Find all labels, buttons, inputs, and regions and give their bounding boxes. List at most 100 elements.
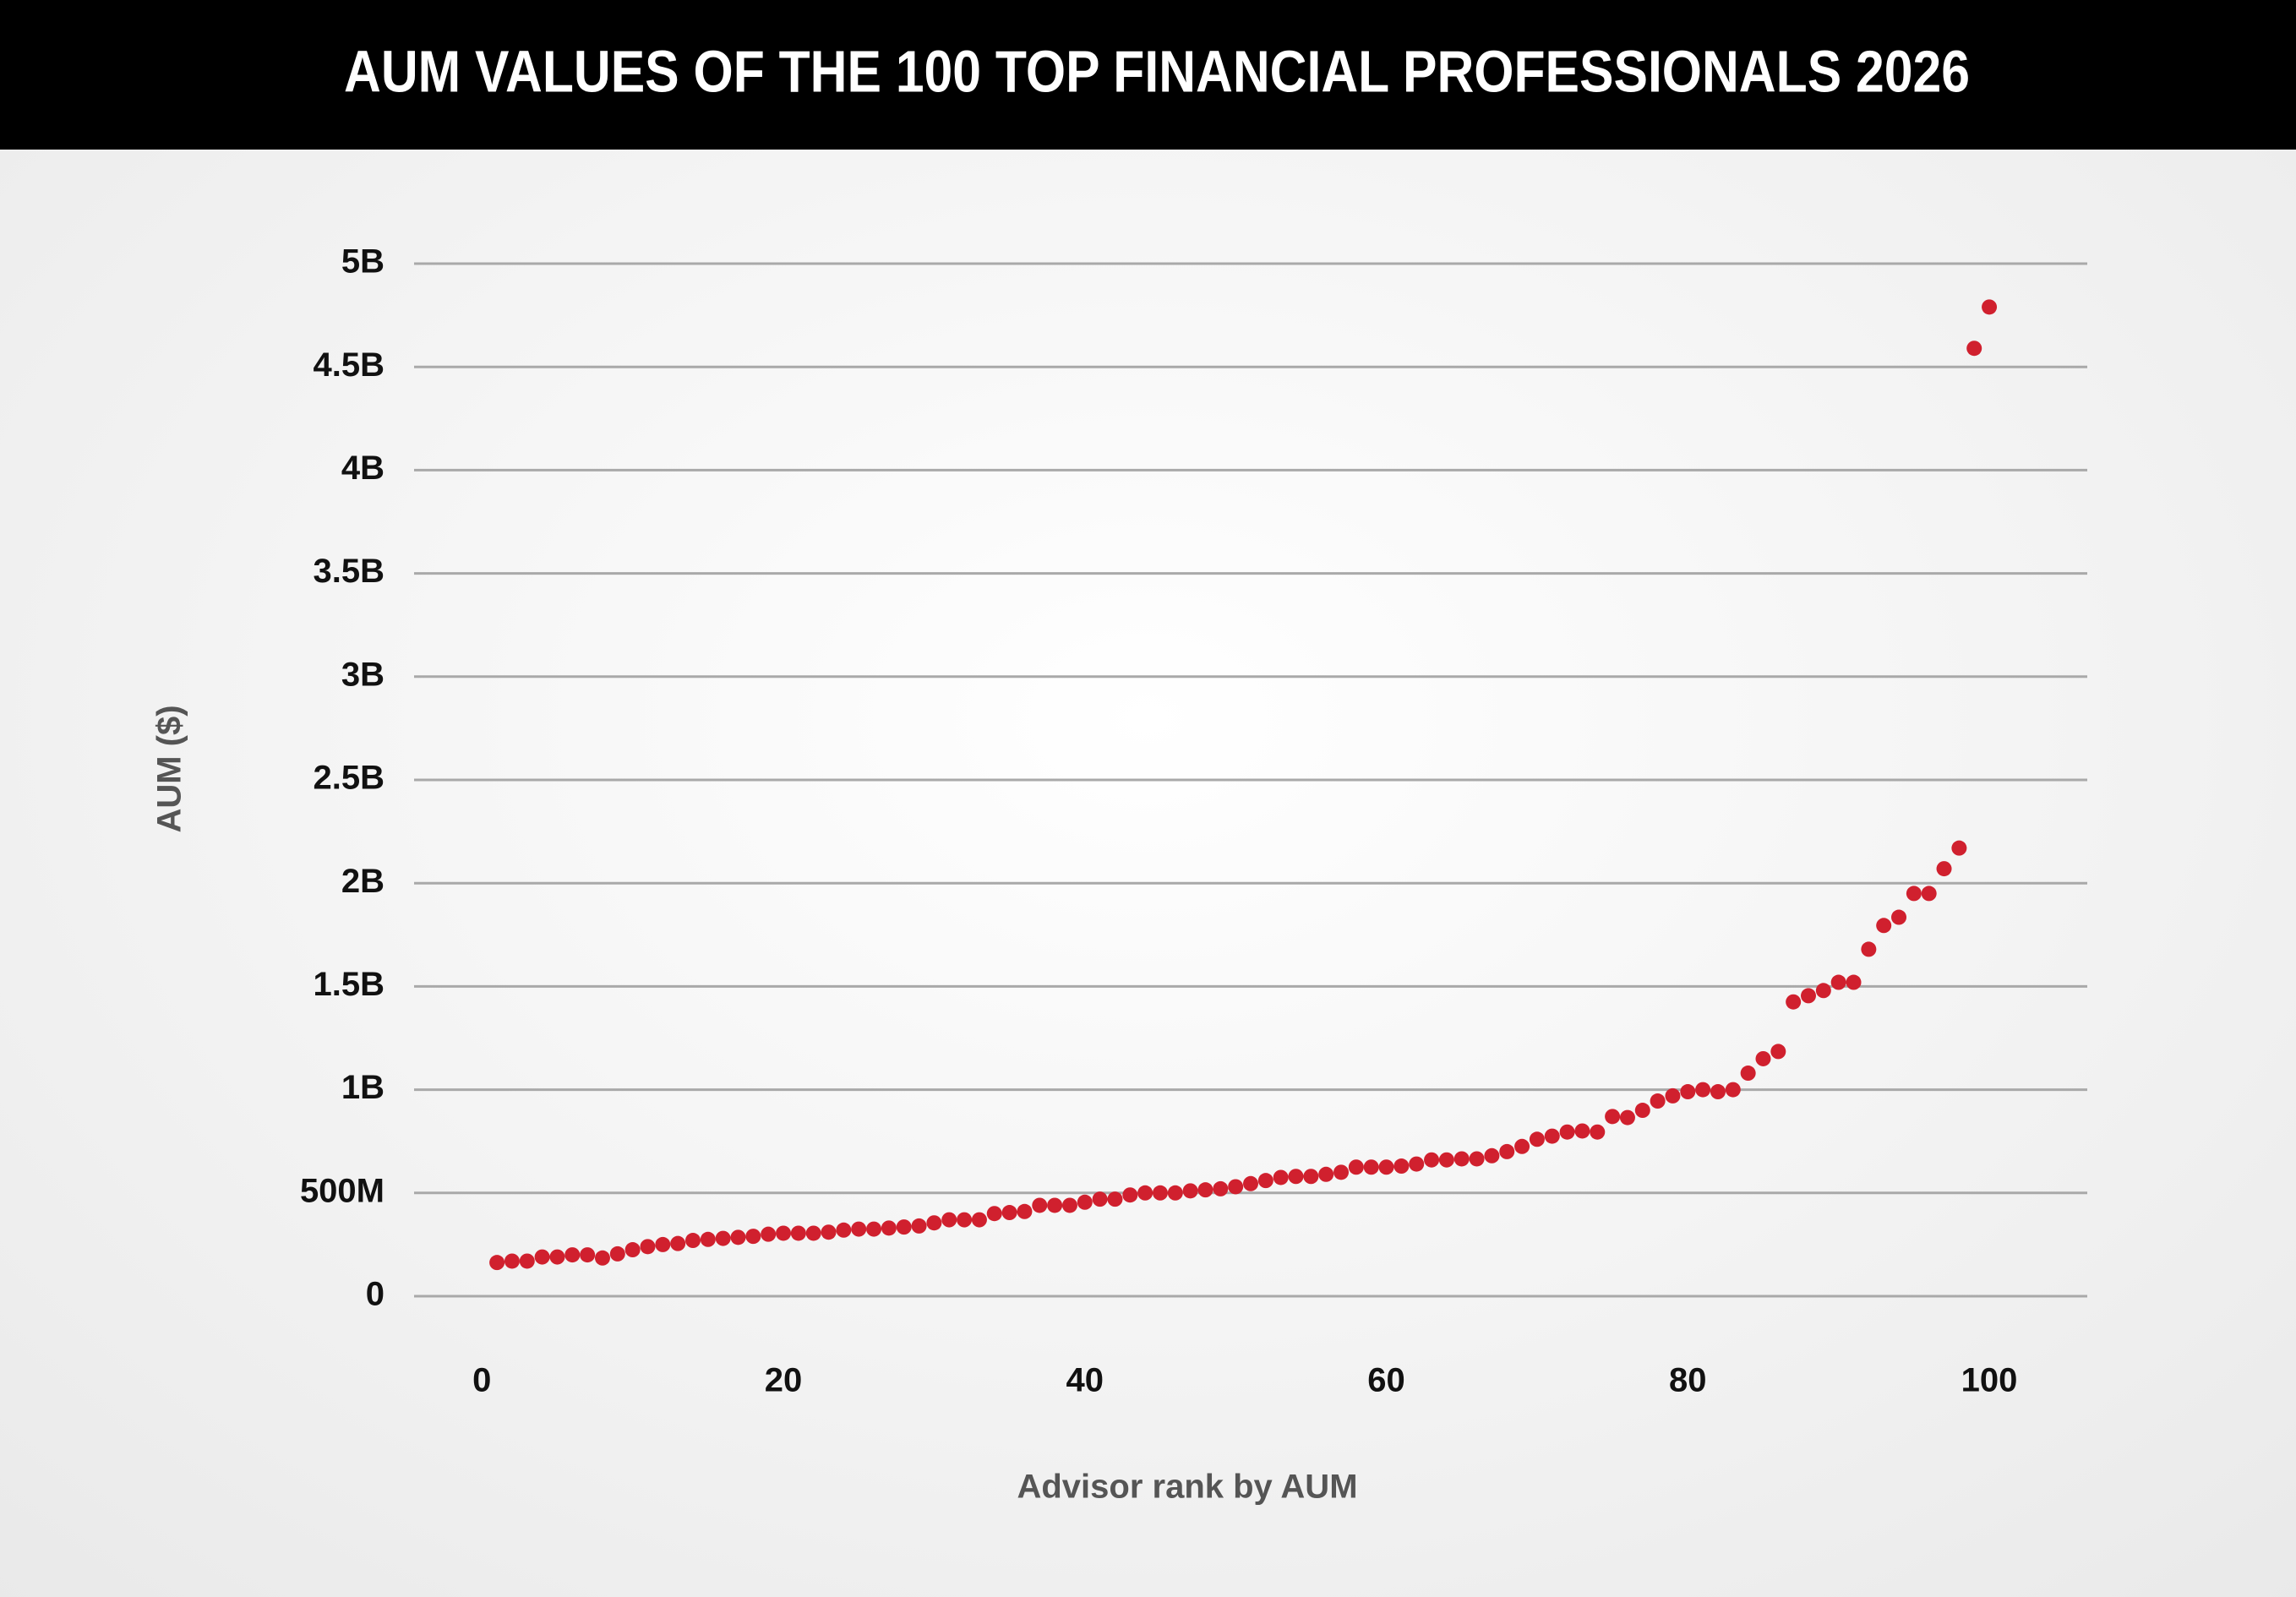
point: [1032, 1197, 1048, 1213]
x-tick-label: 100: [1961, 1362, 2018, 1399]
point: [1906, 886, 1922, 902]
point: [1137, 1185, 1153, 1201]
point: [1393, 1158, 1410, 1175]
point: [1982, 299, 1998, 315]
point: [1424, 1152, 1440, 1168]
point: [640, 1239, 656, 1255]
point: [1047, 1197, 1063, 1213]
x-tick-label: 40: [1066, 1362, 1104, 1399]
point: [580, 1247, 596, 1263]
point: [1092, 1191, 1108, 1207]
point: [1514, 1138, 1530, 1154]
point: [941, 1212, 957, 1228]
point: [836, 1222, 852, 1238]
point: [881, 1220, 897, 1236]
y-tick-label: 4.5B: [314, 346, 385, 384]
point: [1363, 1159, 1379, 1175]
point: [1650, 1093, 1666, 1109]
point: [911, 1218, 927, 1234]
point: [1438, 1152, 1454, 1168]
point: [745, 1229, 761, 1245]
point: [655, 1236, 671, 1252]
point: [534, 1249, 550, 1265]
point: [1605, 1109, 1621, 1125]
point: [1770, 1044, 1786, 1060]
point: [624, 1242, 641, 1258]
point: [866, 1221, 882, 1237]
x-tick-label: 20: [765, 1362, 803, 1399]
point: [1740, 1066, 1756, 1082]
point: [1378, 1159, 1394, 1175]
point: [1017, 1203, 1033, 1219]
x-tick-label: 60: [1367, 1362, 1405, 1399]
point: [1001, 1205, 1017, 1221]
point: [851, 1221, 867, 1237]
point: [1680, 1084, 1696, 1100]
point: [1469, 1151, 1485, 1167]
point: [1061, 1197, 1077, 1213]
point: [1243, 1175, 1258, 1191]
point: [1167, 1185, 1183, 1201]
point: [685, 1233, 701, 1249]
title-bar: [0, 0, 2296, 150]
point: [1801, 988, 1816, 1004]
point: [1830, 974, 1846, 990]
point: [1529, 1131, 1545, 1147]
point: [609, 1245, 625, 1262]
point: [1107, 1191, 1123, 1207]
point: [504, 1253, 520, 1269]
point: [1484, 1147, 1500, 1164]
y-axis-title: AUM ($): [151, 705, 188, 832]
point: [1876, 918, 1892, 934]
point: [805, 1225, 821, 1241]
y-tick-label: 0: [366, 1276, 384, 1313]
point: [1936, 861, 1952, 877]
point: [730, 1229, 746, 1245]
point: [1921, 886, 1937, 902]
point: [1815, 983, 1831, 999]
point: [761, 1226, 777, 1242]
point: [1333, 1164, 1350, 1180]
point: [1559, 1124, 1575, 1140]
point: [957, 1212, 973, 1228]
y-tick-label: 1B: [341, 1069, 384, 1106]
point: [1634, 1103, 1650, 1119]
point: [1182, 1183, 1198, 1199]
point: [1318, 1166, 1334, 1182]
point: [1951, 840, 1967, 856]
point: [1152, 1185, 1168, 1201]
point: [489, 1255, 505, 1271]
point: [519, 1253, 535, 1269]
y-tick-label: 5B: [341, 243, 384, 281]
point: [594, 1250, 610, 1266]
point: [1619, 1109, 1635, 1126]
point: [971, 1212, 987, 1228]
point: [1786, 994, 1802, 1010]
point: [1891, 909, 1907, 925]
point: [1228, 1179, 1244, 1195]
point: [776, 1225, 792, 1241]
point: [1574, 1123, 1590, 1139]
point: [1544, 1128, 1560, 1144]
point: [1288, 1169, 1304, 1185]
point: [1861, 941, 1877, 957]
y-tick-label: 500M: [300, 1172, 384, 1209]
point: [1695, 1082, 1711, 1098]
point: [1409, 1156, 1425, 1172]
point: [1077, 1194, 1093, 1210]
point: [926, 1215, 942, 1231]
point: [1273, 1169, 1289, 1185]
y-tick-label: 4B: [341, 450, 384, 487]
point: [790, 1225, 806, 1241]
chart-title: AUM VALUES OF THE 100 TOP FINANCIAL PROF…: [344, 38, 1970, 104]
x-tick-label: 0: [472, 1362, 491, 1399]
point: [670, 1235, 686, 1251]
point: [1665, 1087, 1681, 1104]
point: [1846, 974, 1862, 990]
y-tick-label: 2.5B: [314, 760, 385, 797]
point: [821, 1224, 837, 1240]
point: [1590, 1124, 1606, 1140]
